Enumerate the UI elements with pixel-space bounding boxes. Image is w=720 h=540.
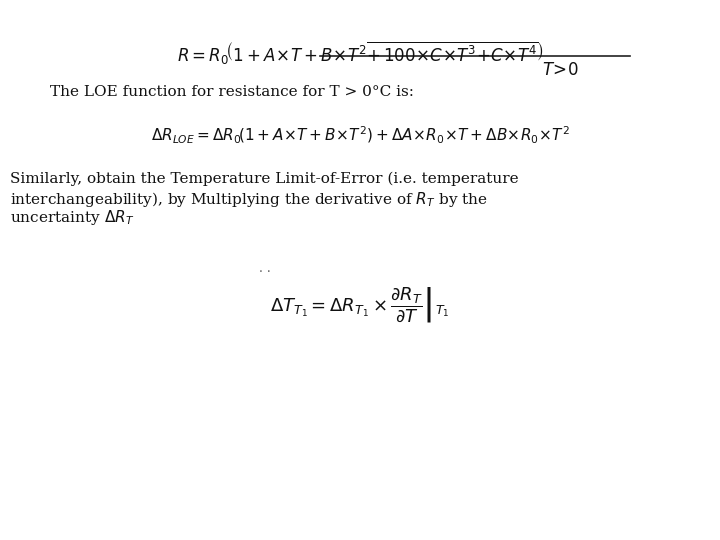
Text: $\Delta T_{T_1} = \Delta R_{T_1} \times \left.\dfrac{\partial R_T}{\partial T}\r: $\Delta T_{T_1} = \Delta R_{T_1} \times …: [270, 285, 450, 324]
Text: $T\!>\!0$: $T\!>\!0$: [541, 62, 578, 79]
Text: Similarly, obtain the Temperature Limit-of-Error (i.e. temperature: Similarly, obtain the Temperature Limit-…: [10, 172, 518, 186]
Text: uncertainty $\Delta R_T$: uncertainty $\Delta R_T$: [10, 208, 134, 227]
Text: $R = R_0\!\left(1 + A\!\times\! T + B\!\times\! T^2 \overline{+\,100\!\times\! C: $R = R_0\!\left(1 + A\!\times\! T + B\!\…: [176, 40, 544, 67]
Text: interchangeability), by Multiplying the derivative of $R_T$ by the: interchangeability), by Multiplying the …: [10, 190, 487, 209]
Text: . .: . .: [259, 262, 271, 275]
Text: The LOE function for resistance for T > 0°C is:: The LOE function for resistance for T > …: [50, 85, 414, 99]
Text: $\Delta R_{LOE} = \Delta R_0\!\left(1 + A\!\times\! T + B\!\times\! T^2\right)+ : $\Delta R_{LOE} = \Delta R_0\!\left(1 + …: [150, 125, 570, 146]
